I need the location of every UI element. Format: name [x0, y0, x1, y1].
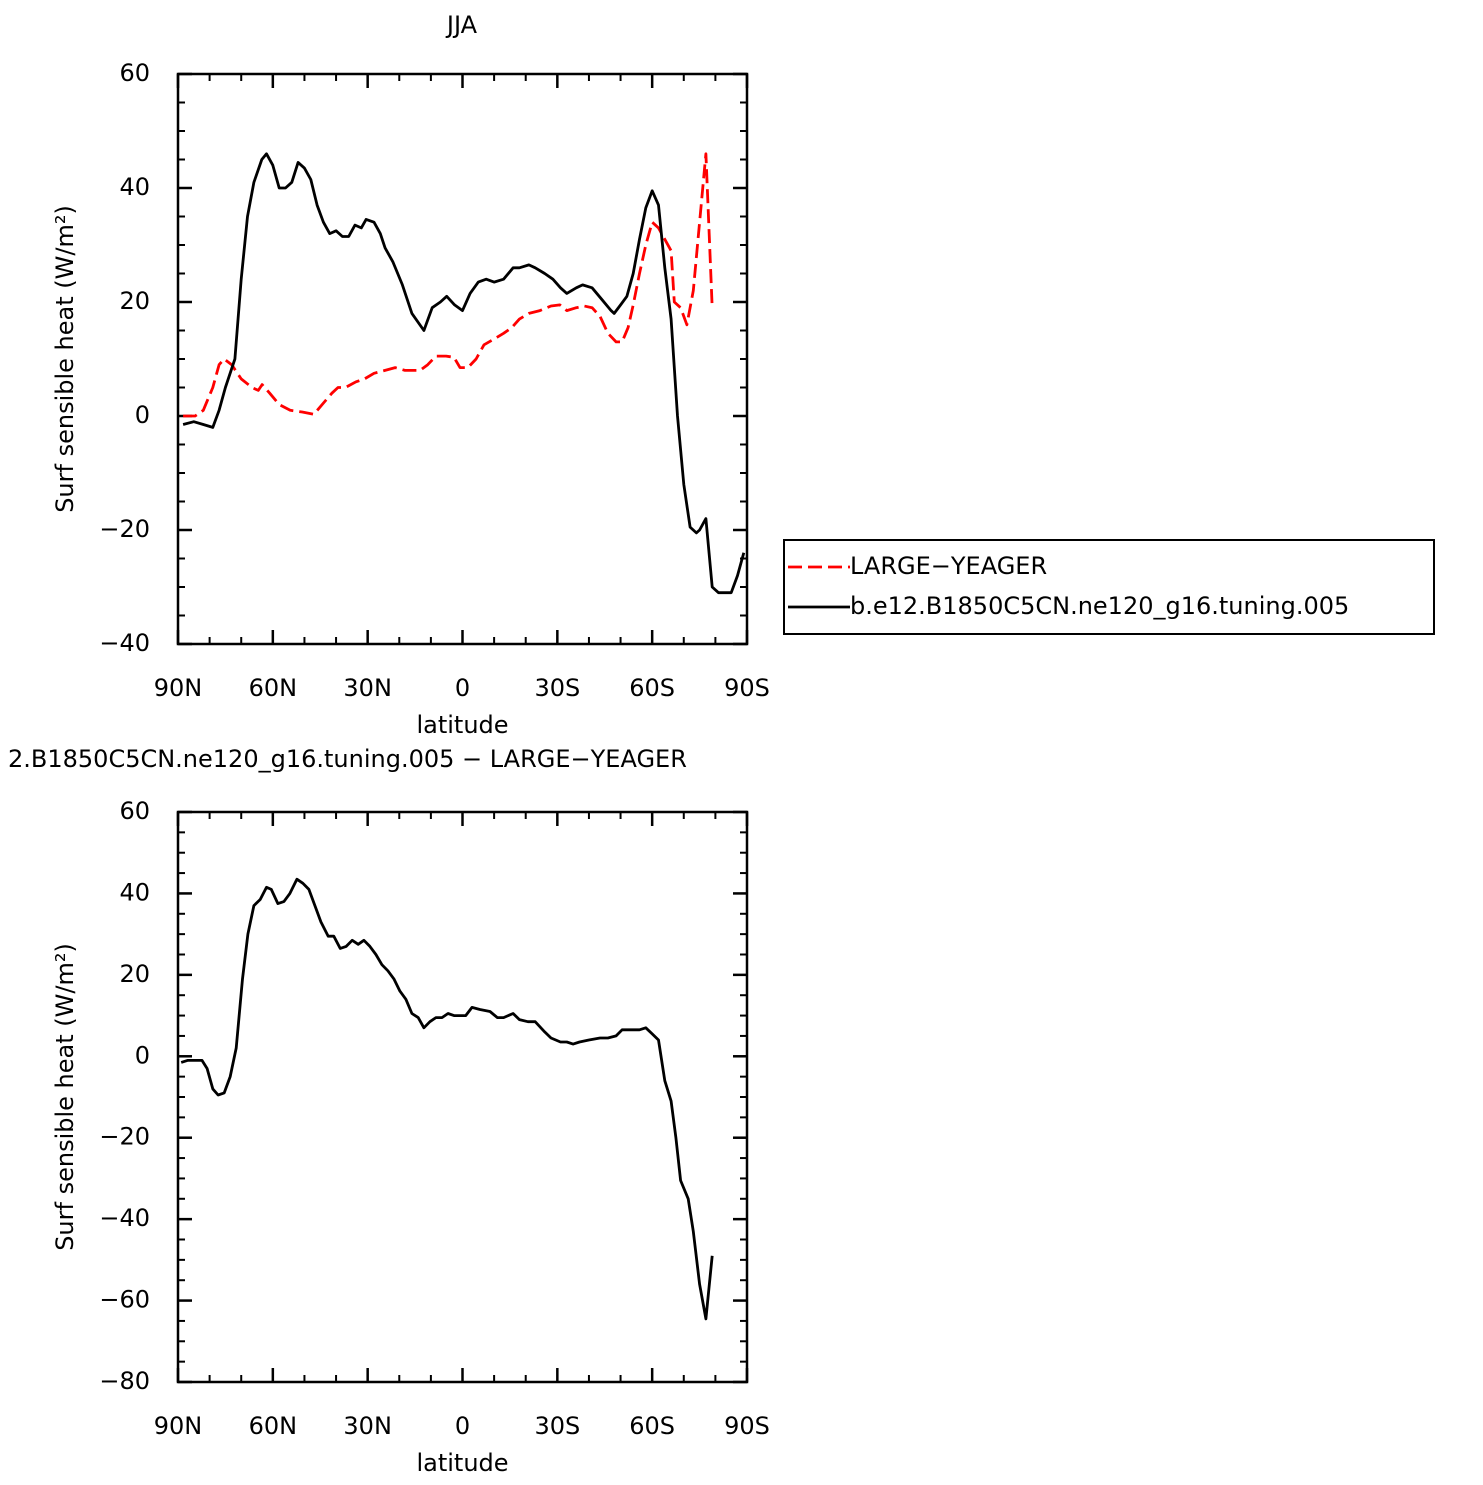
data-line — [180, 877, 714, 1321]
x-tick-label: 60N — [249, 1412, 298, 1440]
x-tick-label: 30S — [534, 674, 580, 702]
y-tick-label: 20 — [119, 287, 150, 315]
x-tick-label: 0 — [455, 674, 470, 702]
x-tick-label: 60S — [629, 674, 675, 702]
chart: 2.B1850C5CN.ne120_g16.tuning.005 − LARGE… — [8, 745, 770, 1477]
x-tick-label: 60S — [629, 1412, 675, 1440]
plot-frame — [176, 810, 749, 1384]
x-tick-label: 30N — [343, 1412, 392, 1440]
plot-area — [180, 877, 714, 1321]
plot-area — [182, 152, 746, 595]
legend-box — [783, 539, 1435, 635]
y-tick-label: 0 — [135, 1041, 150, 1069]
chart: JJA −40 −20 0 20 40 60 90N 60N 30N 0 30S 60S 90S latit… — [51, 11, 1435, 739]
y-axis-label: Surf sensible heat (W/m²) — [51, 943, 79, 1251]
y-axis-label: Surf sensible heat (W/m²) — [51, 205, 79, 513]
y-tick-label: −20 — [99, 1123, 150, 1151]
legend-label: b.e12.B1850C5CN.ne120_g16.tuning.005 — [850, 592, 1349, 620]
y-tick-label: 20 — [119, 960, 150, 988]
y-tick-label: 40 — [119, 173, 150, 201]
data-line — [183, 152, 714, 418]
y-tick-label: 0 — [135, 401, 150, 429]
y-tick-label: −40 — [99, 629, 150, 657]
x-tick-label: 90S — [724, 674, 770, 702]
y-tick-label: 60 — [119, 59, 150, 87]
x-axis-label: latitude — [416, 711, 508, 739]
x-tick-label: 30N — [343, 674, 392, 702]
x-tick-label: 90N — [154, 1412, 203, 1440]
y-tick-label: −20 — [99, 515, 150, 543]
x-tick-label: 90N — [154, 674, 203, 702]
y-tick-label: −60 — [99, 1286, 150, 1314]
x-axis-label: latitude — [416, 1449, 508, 1477]
chart-title: JJA — [445, 11, 478, 39]
x-tick-label: 0 — [455, 1412, 470, 1440]
chart-title: 2.B1850C5CN.ne120_g16.tuning.005 − LARGE… — [8, 745, 687, 773]
y-tick-label: 40 — [119, 878, 150, 906]
y-tick-label: −40 — [99, 1204, 150, 1232]
data-line — [182, 152, 746, 595]
x-tick-label: 60N — [249, 674, 298, 702]
y-tick-label: 60 — [119, 797, 150, 825]
plot-frame — [176, 72, 749, 646]
y-tick-label: −80 — [99, 1367, 150, 1395]
x-tick-label: 30S — [534, 1412, 580, 1440]
x-tick-label: 90S — [724, 1412, 770, 1440]
legend-label: LARGE−YEAGER — [850, 552, 1047, 580]
